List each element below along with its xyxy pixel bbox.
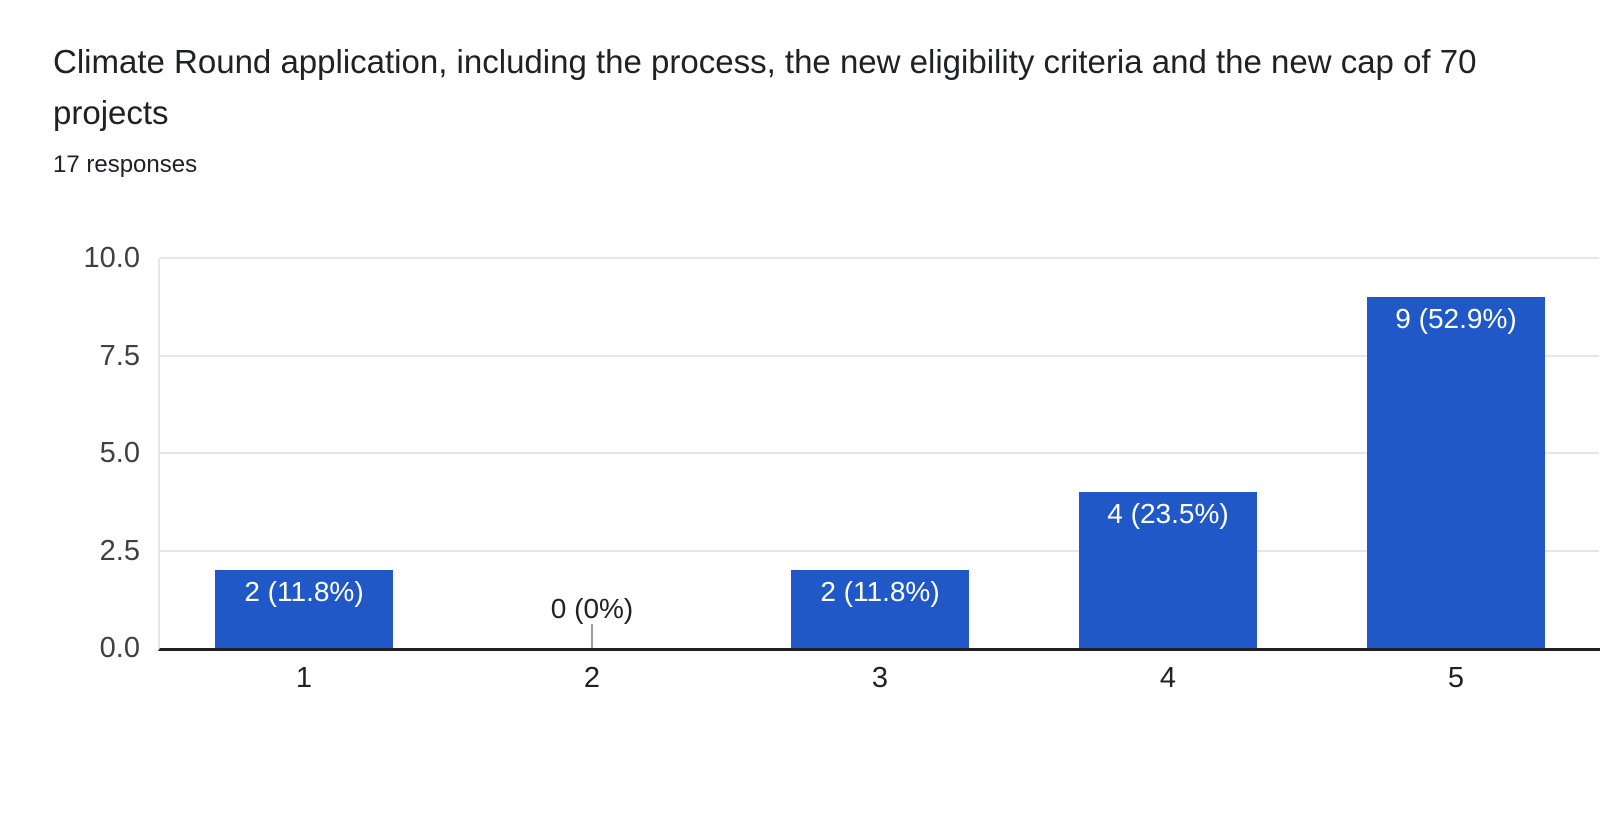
x-tick-label: 5 xyxy=(1447,662,1465,694)
gridline xyxy=(160,452,1599,454)
y-tick-label: 10.0 xyxy=(83,242,140,274)
bar-value-label: 2 (11.8%) xyxy=(820,576,940,607)
bar-value-label: 9 (52.9%) xyxy=(1395,303,1517,334)
response-count: 17 responses xyxy=(53,151,198,178)
gridline xyxy=(160,354,1599,357)
gridline xyxy=(160,257,1599,259)
bar-value-label: 2 (11.8%) xyxy=(244,576,364,607)
bar: 9 (52.9%) xyxy=(1367,297,1545,648)
x-tick-label: 2 xyxy=(583,662,601,694)
bar: 2 (11.8%) xyxy=(215,570,393,648)
zero-stub xyxy=(591,624,593,648)
chart-title: Climate Round application, including the… xyxy=(53,43,1477,131)
x-tick-label: 4 xyxy=(1159,662,1177,694)
bar-chart: 10.0 7.5 5.0 2.5 0.0 2 (11.8%) 0 (0%) 2 (11.8%… xyxy=(0,243,1600,708)
y-tick-label: 5.0 xyxy=(99,437,140,469)
bar: 4 (23.5%) xyxy=(1079,492,1257,648)
y-axis-labels: 10.0 7.5 5.0 2.5 0.0 xyxy=(0,243,140,663)
zero-value-label: 0 (0%) xyxy=(550,593,634,624)
bar: 2 (11.8%) xyxy=(791,570,969,648)
y-tick-label: 0.0 xyxy=(99,632,140,664)
x-tick-label: 1 xyxy=(295,662,313,694)
y-tick-label: 2.5 xyxy=(99,534,140,567)
gridline xyxy=(160,549,1599,552)
x-axis-labels: 1 2 3 4 5 xyxy=(160,662,1600,696)
x-tick-label: 3 xyxy=(871,662,889,694)
plot-area: 2 (11.8%) 0 (0%) 2 (11.8%) 4 (23.5%) 9 (52.9… xyxy=(158,257,1600,651)
y-tick-label: 7.5 xyxy=(99,339,140,372)
bar-value-label: 4 (23.5%) xyxy=(1107,498,1229,529)
